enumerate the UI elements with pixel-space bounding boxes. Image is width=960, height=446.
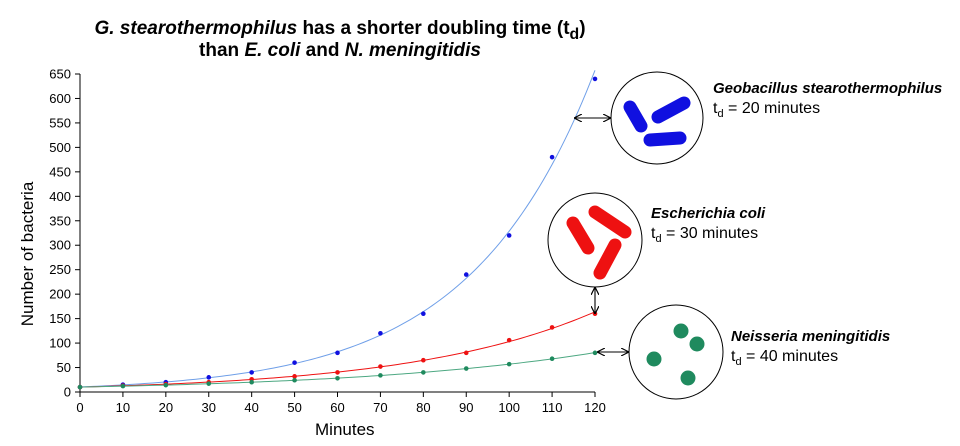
data-point-series-1 <box>378 364 383 369</box>
data-point-series-2 <box>549 356 555 362</box>
title-paren: ) <box>579 18 586 39</box>
x-tick-label: 40 <box>244 400 258 415</box>
chart-title-line-1: G. stearothermophilus has a shorter doub… <box>0 18 680 44</box>
x-tick-label: 90 <box>459 400 473 415</box>
y-tick-label: 550 <box>49 115 71 130</box>
annotation-name-ecoli: Escherichia coli <box>651 205 766 222</box>
data-point-series-2 <box>292 377 297 383</box>
data-point-series-0 <box>292 360 297 365</box>
data-point-series-2 <box>77 384 83 390</box>
data-point-series-0 <box>463 272 469 277</box>
data-point-series-1 <box>421 357 426 363</box>
title-species-neisseria: N. meningitidis <box>344 40 481 61</box>
data-point-series-1 <box>335 370 340 375</box>
y-tick-label: 500 <box>49 140 71 155</box>
title-subscript: d <box>569 25 580 43</box>
annotation-arrows <box>575 118 628 352</box>
title-and: and <box>300 40 345 61</box>
y-tick-label: 50 <box>57 360 71 375</box>
y-tick-label: 300 <box>49 238 71 253</box>
data-point-series-2 <box>206 381 212 386</box>
neisseria-coccus-icon <box>673 323 689 339</box>
x-tick-label: 70 <box>373 400 387 415</box>
data-point-series-2 <box>463 366 469 371</box>
neisseria-coccus-icon <box>689 336 705 352</box>
data-point-series-2 <box>592 350 598 356</box>
y-tick-label: 0 <box>64 385 71 400</box>
x-tick-label: 120 <box>584 400 606 415</box>
data-point-series-2 <box>335 376 340 381</box>
trendlines <box>79 70 596 388</box>
y-tick-label: 200 <box>49 287 71 302</box>
data-point-series-2 <box>120 383 126 389</box>
data-point-series-0 <box>421 311 426 317</box>
x-tick-label: 0 <box>76 400 83 415</box>
geobacillus-rod-icon <box>623 100 648 133</box>
y-tick-label: 400 <box>49 189 71 204</box>
annotation-td-geobacillus: td = 20 minutes <box>713 100 821 121</box>
trendline-series-1 <box>79 311 596 388</box>
x-tick-label: 80 <box>416 400 430 415</box>
data-points <box>77 76 598 390</box>
annotation-td-neisseria: td = 40 minutes <box>731 348 839 369</box>
data-point-series-0 <box>378 330 383 336</box>
geobacillus-rod-icon <box>643 131 687 147</box>
data-point-series-0 <box>249 370 254 375</box>
data-point-series-0 <box>206 375 212 380</box>
data-point-series-1 <box>506 337 512 343</box>
neisseria-circle <box>628 304 724 400</box>
annotation-circles <box>547 71 724 400</box>
trendline-series-2 <box>79 352 596 388</box>
y-tick-label: 100 <box>49 336 71 351</box>
annotation-td-ecoli: td = 30 minutes <box>651 225 759 246</box>
y-tick-label: 450 <box>49 164 71 179</box>
chart-title-line-2: than E. coli and N. meningitidis <box>0 40 680 62</box>
title-than: than <box>199 40 245 61</box>
ecoli-rod-icon <box>588 205 632 239</box>
title-text: has a shorter doubling time (t <box>297 18 570 39</box>
neisseria-coccus-icon <box>680 370 696 386</box>
data-point-series-0 <box>335 350 340 356</box>
annotation-name-geobacillus: Geobacillus stearothermophilus <box>713 80 943 97</box>
data-point-series-2 <box>421 370 426 375</box>
neisseria-coccus-icon <box>646 351 662 367</box>
y-axis-label: Number of bacteria <box>18 181 37 327</box>
y-tick-label: 650 <box>49 67 71 82</box>
x-tick-label: 100 <box>498 400 520 415</box>
data-point-series-0 <box>506 233 512 238</box>
x-tick-label: 60 <box>330 400 344 415</box>
geobacillus-rod-icon <box>651 96 691 124</box>
x-tick-label: 50 <box>287 400 301 415</box>
y-tick-label: 600 <box>49 91 71 106</box>
data-point-series-0 <box>549 154 555 160</box>
data-point-series-2 <box>378 373 383 378</box>
data-point-series-1 <box>292 374 297 379</box>
axes: 0 50 100 150 200 250 300 350 400 450 500 550 600 650 0… <box>49 67 606 416</box>
title-species-geobacillus: G. stearothermophilus <box>94 18 298 39</box>
y-tick-label: 150 <box>49 311 71 326</box>
x-tick-label: 30 <box>202 400 216 415</box>
x-tick-label: 10 <box>116 400 130 415</box>
x-axis-label: Minutes <box>315 420 375 439</box>
data-point-series-2 <box>249 379 254 385</box>
data-point-series-1 <box>549 325 555 330</box>
data-point-series-1 <box>463 350 469 356</box>
ecoli-rod-icon <box>593 238 622 280</box>
data-point-series-0 <box>592 76 598 82</box>
data-point-series-2 <box>506 361 512 367</box>
y-tick-label: 250 <box>49 262 71 277</box>
ecoli-rod-icon <box>566 216 595 255</box>
y-tick-label: 350 <box>49 213 71 228</box>
x-tick-label: 20 <box>159 400 173 415</box>
data-point-series-2 <box>163 382 169 388</box>
annotation-name-neisseria: Neisseria meningitidis <box>731 328 891 345</box>
x-tick-label: 110 <box>542 400 563 415</box>
title-species-ecoli: E. coli <box>244 40 301 61</box>
